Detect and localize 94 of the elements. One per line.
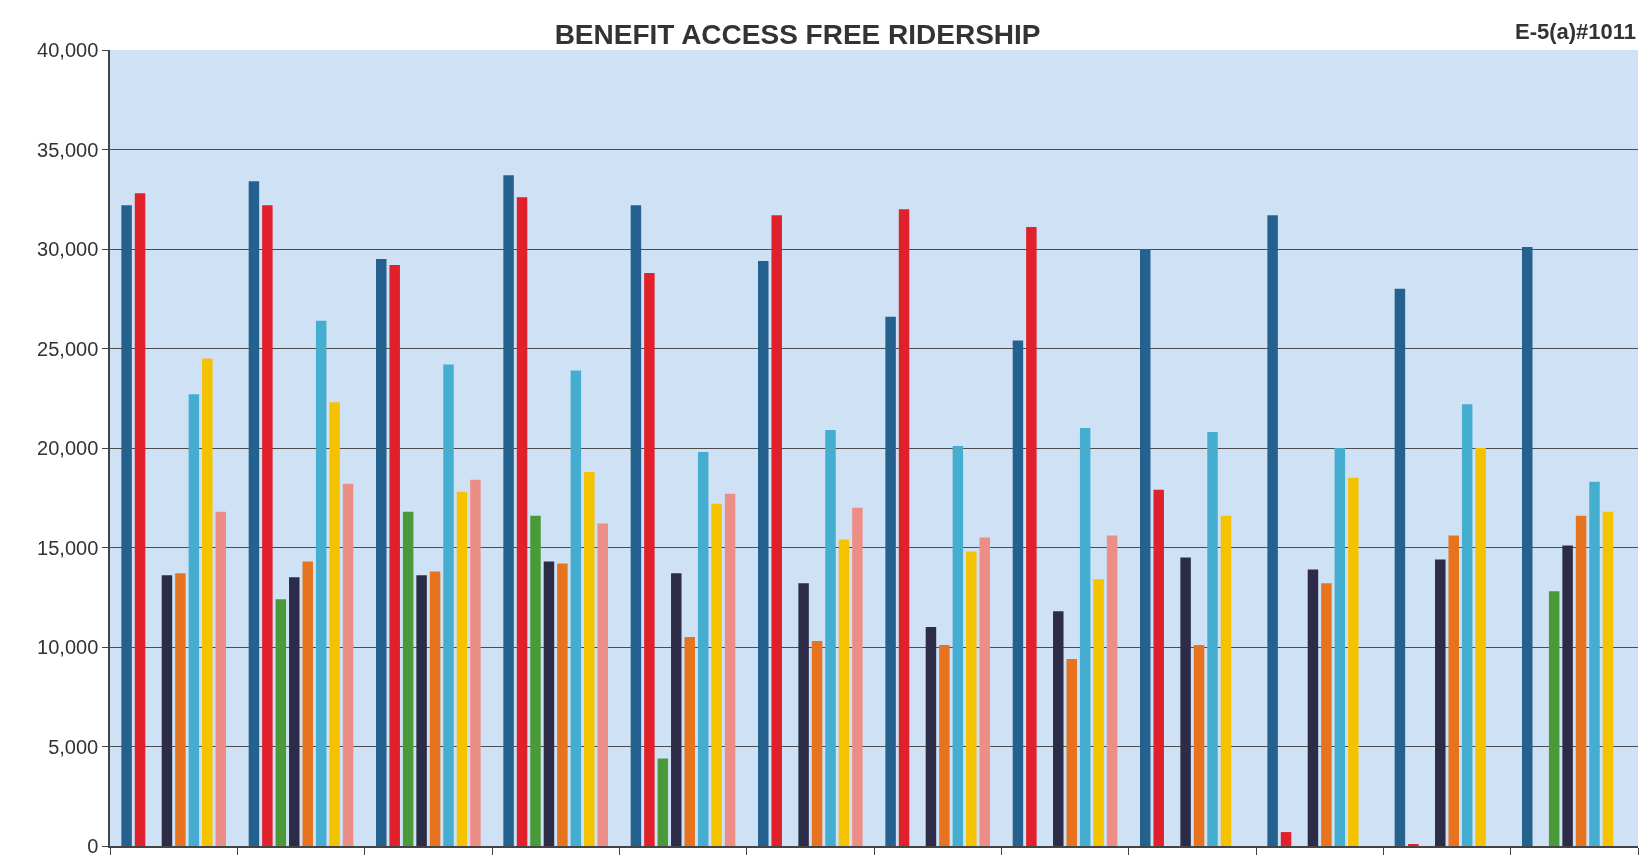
bar [456, 491, 468, 846]
bar [315, 320, 327, 846]
bar [1475, 448, 1486, 846]
bar [443, 364, 454, 846]
bar [329, 402, 340, 846]
bar [1153, 489, 1164, 846]
bar [1394, 288, 1406, 846]
bar [1307, 569, 1319, 846]
bar [389, 264, 400, 846]
bar [925, 627, 937, 846]
y-tick-label: 25,000 [37, 337, 99, 360]
bar [771, 215, 782, 846]
bar [503, 175, 514, 846]
bar [1012, 340, 1024, 846]
bar [1522, 247, 1533, 846]
bar [1053, 611, 1064, 846]
bar [416, 575, 427, 846]
bar [1321, 583, 1332, 846]
bar [724, 493, 736, 846]
bar [342, 483, 354, 846]
bar [825, 430, 836, 846]
bar [429, 571, 441, 846]
bar [966, 551, 977, 846]
bar [1193, 645, 1205, 846]
y-tick-label: 15,000 [37, 536, 99, 559]
bar [1066, 658, 1077, 846]
bar [711, 503, 722, 846]
bar [979, 537, 990, 846]
bar [898, 209, 910, 846]
bar [885, 316, 896, 846]
y-tick-label: 35,000 [37, 138, 99, 161]
bar [684, 637, 695, 846]
bar [657, 758, 669, 846]
bar [597, 523, 608, 846]
text: E-5(a)#1011 [1515, 19, 1637, 44]
bar [1093, 579, 1104, 846]
bar [543, 561, 555, 846]
bar [202, 358, 213, 846]
bar [838, 539, 850, 846]
bar [1548, 591, 1560, 846]
bar [758, 260, 769, 846]
bar [470, 479, 481, 846]
bar [1461, 404, 1473, 846]
bar [939, 645, 950, 846]
y-tick-label: 0 [87, 835, 99, 857]
bar [262, 205, 273, 846]
y-tick-label: 10,000 [37, 636, 99, 658]
bar [188, 394, 200, 846]
bar [852, 507, 863, 846]
bar [402, 511, 414, 846]
bar [1348, 477, 1359, 846]
bar [584, 471, 595, 846]
bar [121, 205, 132, 846]
bar [1220, 515, 1232, 846]
bar [1562, 545, 1573, 846]
bar [630, 205, 642, 846]
bar [134, 193, 146, 846]
bar [248, 181, 260, 846]
bar [811, 641, 823, 846]
bar [1026, 227, 1037, 846]
bar [1106, 535, 1118, 846]
bar [644, 272, 655, 846]
chart-title: BENEFIT ACCESS FREE RIDERSHIP [554, 19, 1041, 50]
y-tick-label: 5,000 [48, 735, 99, 758]
bar [1180, 557, 1191, 846]
bar [376, 258, 387, 846]
bar [1448, 535, 1459, 846]
bar [1435, 559, 1446, 846]
bar [1589, 481, 1600, 846]
bar [1334, 448, 1346, 846]
bar [1280, 832, 1292, 846]
bar [952, 446, 964, 846]
bar [215, 511, 226, 846]
bar [1079, 428, 1091, 846]
bar [1207, 432, 1218, 846]
bar [1267, 215, 1278, 846]
bar [798, 583, 809, 846]
bar [570, 370, 582, 846]
bar [1140, 249, 1151, 846]
bar [175, 573, 186, 846]
y-tick-label: 30,000 [37, 238, 99, 260]
bar [1602, 511, 1614, 846]
bar [275, 599, 287, 846]
bar [302, 561, 313, 846]
bar [516, 197, 528, 846]
bar [1575, 515, 1587, 846]
bar [671, 573, 682, 846]
bar [161, 575, 173, 846]
bar [557, 563, 568, 846]
bar [530, 515, 541, 846]
y-tick-label: 40,000 [37, 39, 99, 61]
bar [697, 451, 709, 846]
bar [289, 577, 300, 846]
y-tick-label: 20,000 [37, 437, 99, 459]
